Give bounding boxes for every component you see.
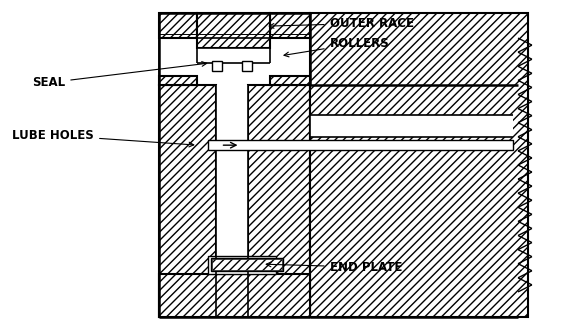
Bar xyxy=(197,13,270,48)
Bar xyxy=(159,13,197,38)
Bar xyxy=(208,140,513,150)
Bar xyxy=(159,76,197,85)
Bar xyxy=(198,50,268,61)
Bar xyxy=(197,48,270,63)
Bar xyxy=(248,85,310,317)
Text: ROLLERS: ROLLERS xyxy=(284,37,390,57)
Bar xyxy=(212,259,282,270)
Bar xyxy=(208,256,276,274)
Text: END PLATE: END PLATE xyxy=(266,261,402,274)
Bar xyxy=(310,13,528,317)
Bar xyxy=(159,274,310,317)
Bar xyxy=(210,258,283,271)
Bar xyxy=(159,85,216,317)
Bar xyxy=(310,115,513,137)
Bar xyxy=(212,61,221,71)
Bar xyxy=(243,61,252,71)
Text: SEAL: SEAL xyxy=(32,62,206,89)
Bar xyxy=(270,76,310,85)
Text: LUBE HOLES: LUBE HOLES xyxy=(13,129,194,147)
Bar xyxy=(270,13,310,38)
Bar xyxy=(216,85,248,317)
Text: OUTER RACE: OUTER RACE xyxy=(269,17,414,30)
